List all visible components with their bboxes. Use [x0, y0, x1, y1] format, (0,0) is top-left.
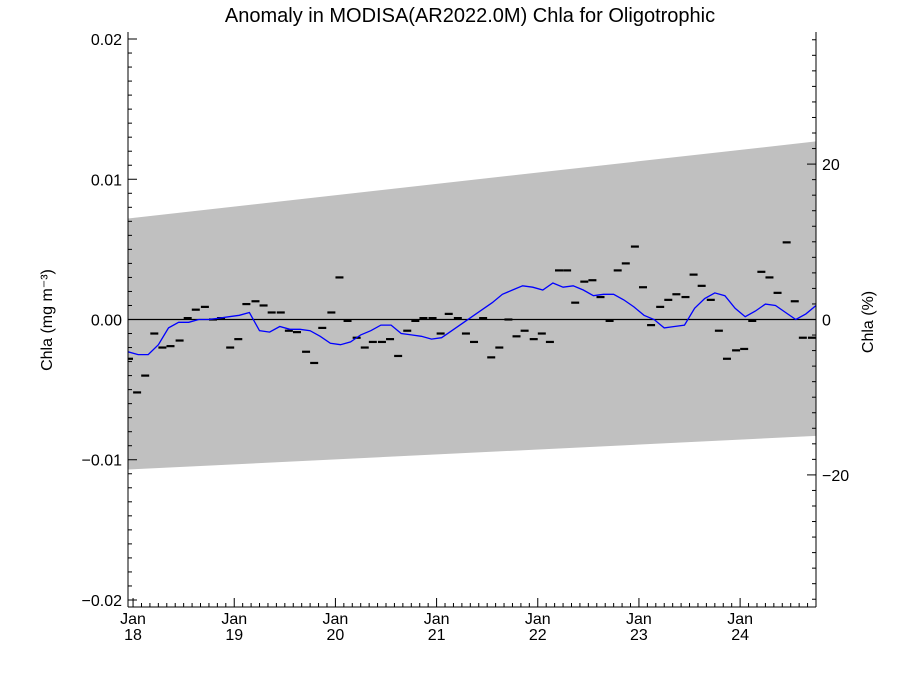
x-tick-month: Jan [323, 611, 349, 628]
left-tick-label: 0.00 [91, 313, 122, 330]
x-tick-year: 22 [529, 627, 547, 644]
x-tick-month: Jan [120, 611, 146, 628]
x-tick-year: 23 [630, 627, 648, 644]
left-tick-label: −0.02 [82, 593, 123, 610]
x-tick-month: Jan [525, 611, 551, 628]
x-tick-month: Jan [626, 611, 652, 628]
x-tick-year: 24 [731, 627, 749, 644]
right-tick-label: 20 [822, 157, 840, 174]
left-tick-label: −0.01 [82, 453, 123, 470]
x-tick-month: Jan [727, 611, 753, 628]
running-mean-line [128, 282, 816, 356]
x-tick-year: 21 [428, 627, 446, 644]
left-axis-label: Chla (mg m⁻³) [39, 269, 56, 371]
x-tick-year: 20 [327, 627, 345, 644]
x-tick-month: Jan [424, 611, 450, 628]
chart-title: Anomaly in MODISA(AR2022.0M) Chla for Ol… [225, 5, 715, 27]
uncertainty-envelope [128, 141, 816, 470]
right-tick-label: −20 [822, 468, 849, 485]
x-tick-month: Jan [221, 611, 247, 628]
x-tick-year: 18 [124, 627, 142, 644]
left-tick-label: 0.01 [91, 172, 122, 189]
x-tick-year: 19 [225, 627, 243, 644]
left-tick-label: 0.02 [91, 32, 122, 49]
right-axis-label: Chla (%) [860, 291, 877, 353]
right-tick-label: 0 [822, 313, 831, 330]
